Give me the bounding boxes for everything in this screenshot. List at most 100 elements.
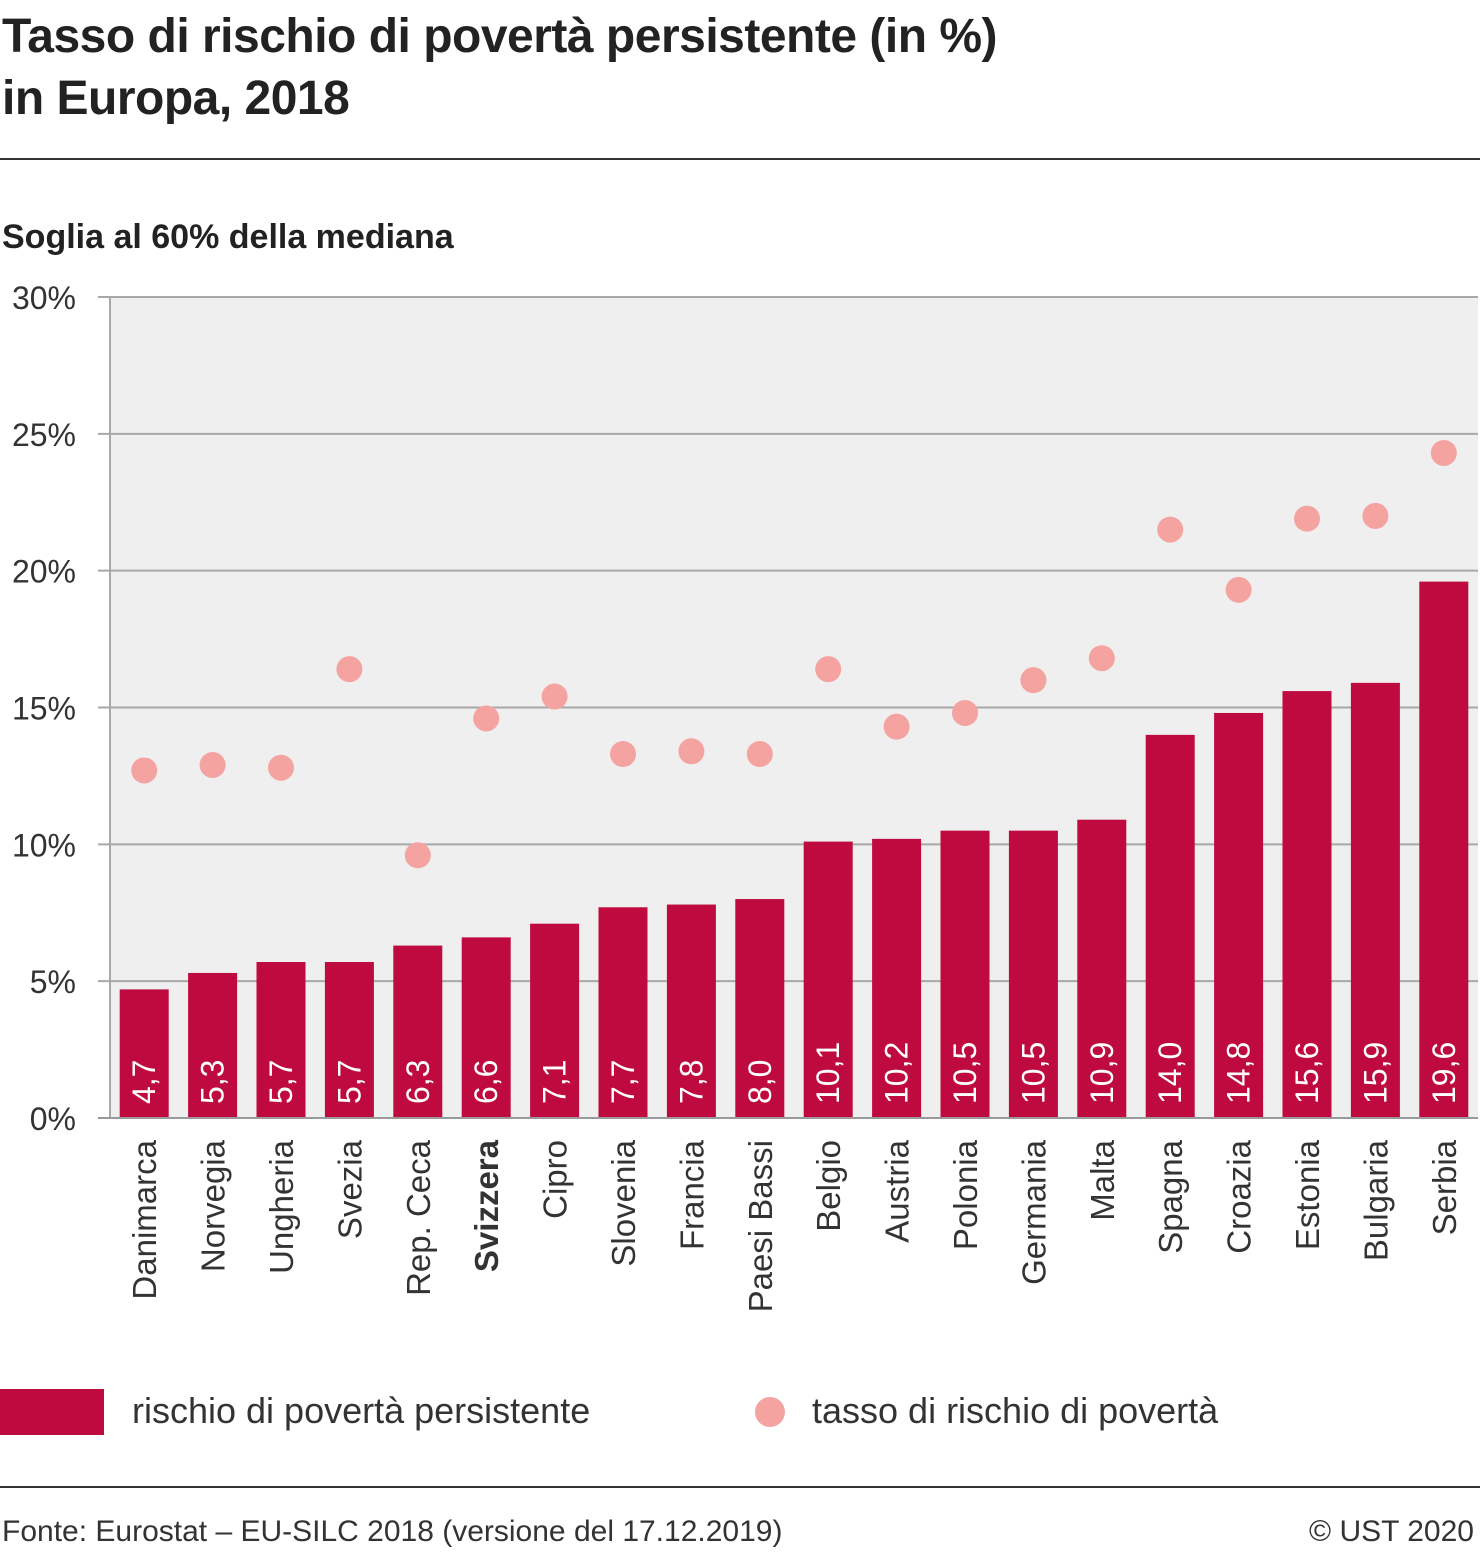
bar	[1145, 734, 1195, 1118]
dot-marker	[746, 741, 773, 768]
dot-marker	[1362, 502, 1389, 529]
dot-marker	[610, 741, 636, 768]
bar	[1350, 682, 1400, 1118]
x-category-label: Rep. Ceca	[400, 1139, 437, 1296]
chart-title-line-2: in Europa, 2018	[2, 72, 350, 125]
footer-divider	[0, 1486, 1480, 1488]
x-category-label: Norvegia	[195, 1139, 232, 1272]
bar	[940, 830, 990, 1118]
dot-marker	[199, 751, 226, 778]
x-category-label: Cipro	[537, 1140, 574, 1219]
y-tick-label: 5%	[30, 964, 76, 1000]
bar	[324, 962, 374, 1118]
dot-marker	[336, 656, 363, 683]
chart-title-line-1: Tasso di rischio di povertà persistente …	[2, 10, 998, 63]
y-tick-label: 0%	[30, 1101, 76, 1137]
bar	[803, 841, 853, 1118]
x-category-label: Svezia	[331, 1139, 368, 1239]
bar	[735, 899, 785, 1118]
bar-value-label: 19,6	[1426, 1042, 1462, 1104]
bar-value-label: 6,6	[468, 1060, 504, 1104]
dot-marker	[815, 656, 842, 683]
bar-value-label: 5,7	[263, 1060, 299, 1104]
bar	[188, 972, 238, 1118]
y-tick-label: 20%	[12, 554, 76, 590]
bar	[666, 904, 716, 1118]
bar	[461, 937, 511, 1118]
bar	[872, 838, 922, 1118]
y-tick-label: 30%	[12, 280, 76, 316]
bar-value-label: 15,6	[1289, 1042, 1325, 1104]
dot-marker	[952, 699, 978, 726]
x-category-label: Paesi Bassi	[742, 1140, 779, 1312]
bar-value-label: 5,7	[331, 1060, 367, 1104]
bar-value-label: 10,1	[810, 1042, 846, 1104]
bar	[598, 907, 648, 1118]
bar-value-label: 7,7	[605, 1060, 641, 1104]
x-category-label: Serbia	[1426, 1139, 1463, 1235]
dot-marker	[678, 738, 705, 765]
copyright-note: © UST 2020	[1309, 1515, 1474, 1548]
bar-value-label: 7,8	[673, 1060, 709, 1104]
bar	[530, 923, 580, 1118]
title-divider	[0, 158, 1480, 160]
bar-value-label: 10,5	[1015, 1042, 1051, 1104]
x-category-label: Austria	[879, 1139, 916, 1242]
bar	[119, 989, 169, 1118]
x-category-label: Bulgaria	[1357, 1139, 1394, 1261]
dot-marker	[1225, 576, 1252, 603]
y-tick-label: 25%	[12, 417, 76, 453]
bar-value-label: 5,3	[195, 1060, 231, 1104]
x-category-label: Germania	[1015, 1139, 1052, 1285]
bar-value-label: 14,8	[1221, 1042, 1257, 1104]
bar-value-label: 8,0	[742, 1060, 778, 1104]
y-tick-label: 10%	[12, 827, 76, 863]
bar-value-label: 6,3	[400, 1060, 436, 1104]
x-category-label: Francia	[673, 1139, 710, 1250]
legend-dot-label: tasso di rischio di povertà	[812, 1390, 1219, 1431]
x-category-label: Slovenia	[605, 1139, 642, 1266]
bar	[1008, 830, 1058, 1118]
x-category-label: Malta	[1084, 1139, 1121, 1220]
dot-marker	[404, 842, 431, 869]
legend-bar-label: rischio di povertà persistente	[132, 1390, 591, 1431]
bar	[256, 962, 306, 1118]
x-category-label: Polonia	[947, 1139, 984, 1250]
x-category-label: Estonia	[1289, 1139, 1326, 1250]
x-category-label: Danimarca	[126, 1139, 163, 1299]
x-category-label: Ungheria	[263, 1139, 300, 1274]
x-category-label: Svizzera	[468, 1139, 505, 1272]
bar-value-label: 10,2	[879, 1042, 915, 1104]
bar-value-label: 4,7	[126, 1060, 162, 1104]
dot-marker	[1157, 516, 1184, 543]
chart-subtitle: Soglia al 60% della mediana	[2, 218, 454, 256]
bar-value-label: 15,9	[1357, 1042, 1393, 1104]
bar	[1077, 819, 1127, 1118]
x-category-label: Croazia	[1221, 1139, 1258, 1253]
bar-value-label: 14,0	[1152, 1042, 1188, 1104]
dot-marker	[473, 705, 500, 732]
bar	[1282, 691, 1332, 1118]
bar	[1214, 712, 1264, 1118]
bar	[1419, 581, 1469, 1118]
bar	[393, 945, 443, 1118]
bar-value-label: 10,9	[1084, 1042, 1120, 1104]
chart-svg: 0% 5% 10% 15% 20% 25% 30% 4,7 Danimarca 5,3 Norveg…	[12, 280, 1478, 1312]
legend-bar-swatch	[0, 1389, 104, 1435]
x-category-label: Belgio	[810, 1140, 847, 1232]
dot-marker	[541, 683, 568, 710]
bar-value-label: 10,5	[947, 1042, 983, 1104]
source-note: Fonte: Eurostat – EU-SILC 2018 (versione…	[2, 1515, 783, 1548]
dot-marker	[883, 713, 910, 740]
x-category-label: Spagna	[1152, 1139, 1189, 1253]
dot-marker	[268, 754, 294, 781]
legend-dot-swatch	[755, 1397, 785, 1427]
dot-marker	[1430, 439, 1457, 466]
dot-marker	[1088, 645, 1115, 672]
dot-marker	[1020, 667, 1047, 694]
y-tick-label: 15%	[12, 691, 76, 727]
chart-title: Tasso di rischio di povertà persistente …	[2, 6, 1462, 130]
dot-marker	[131, 757, 158, 784]
bar-value-label: 7,1	[537, 1060, 573, 1104]
dot-marker	[1294, 505, 1320, 532]
